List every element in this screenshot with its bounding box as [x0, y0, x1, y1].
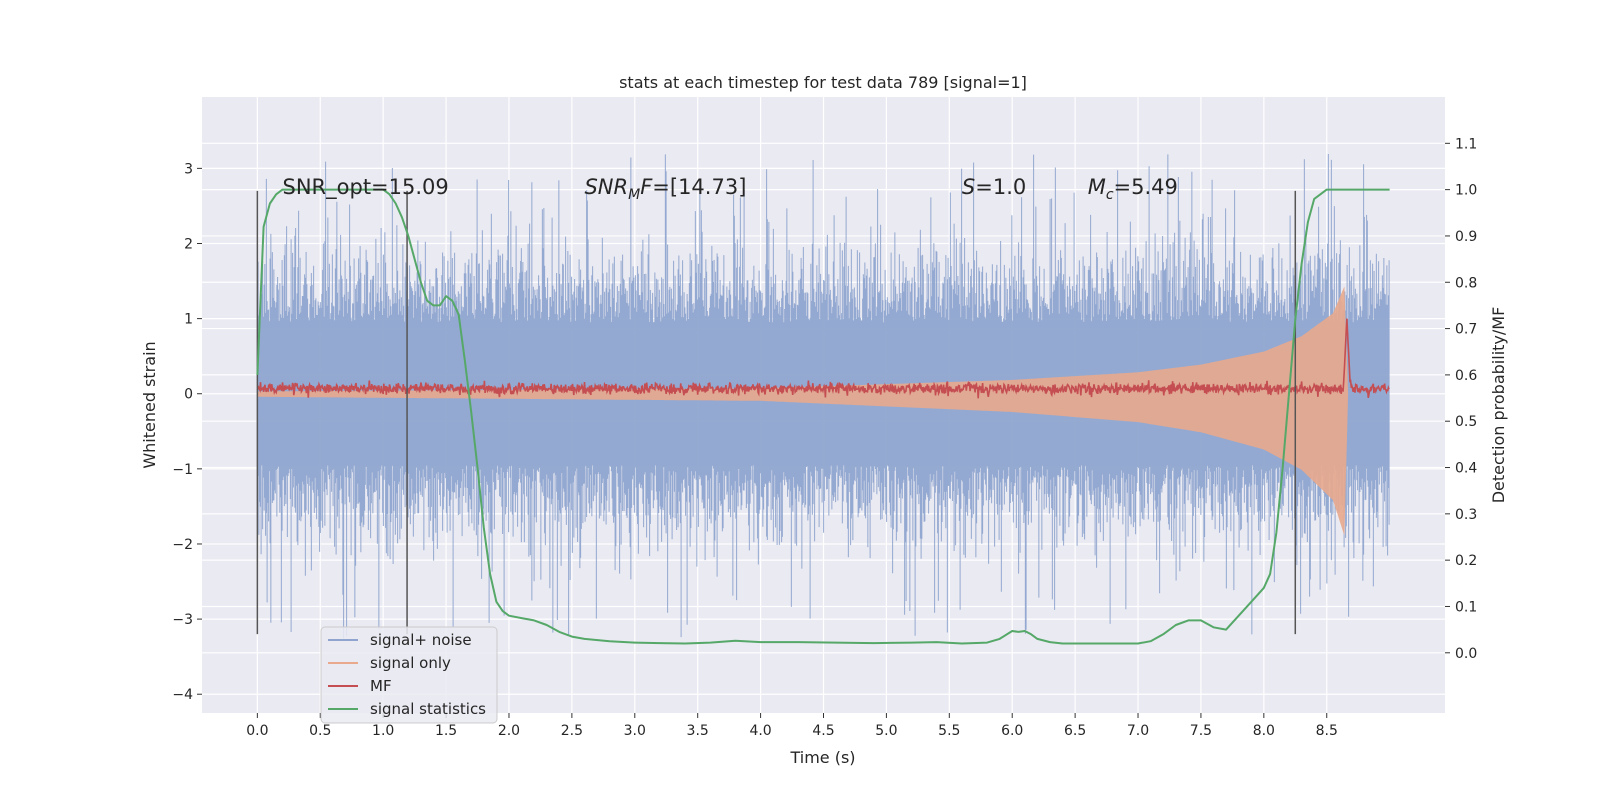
signal-only-envelope — [257, 286, 1349, 536]
legend-label-signal-noise: signal+ noise — [370, 631, 472, 649]
y-tick-label-right: 1.0 — [1455, 183, 1477, 199]
x-tick-label: 6.0 — [1001, 723, 1023, 739]
y-tick-label-right: 0.5 — [1455, 414, 1477, 430]
annotation-text: Mc=5.49 — [1088, 175, 1178, 203]
x-tick-label: 3.5 — [687, 723, 709, 739]
tick-labels: 0.0 0.5 1.0 1.5 2.0 2.5 3.0 3.5 4.0 4.5 5.0 5.5 6.0 6… — [172, 136, 1477, 739]
y-tick-label-left: −4 — [172, 687, 193, 703]
x-tick-label: 1.5 — [435, 723, 457, 739]
x-tick-label: 0.5 — [309, 723, 331, 739]
y-tick-label-right: 0.1 — [1455, 599, 1477, 615]
y-axis-label-right: Detection probability/MF — [1489, 307, 1508, 504]
y-tick-label-left: 2 — [184, 236, 193, 252]
y-tick-label-left: 1 — [184, 312, 193, 328]
x-tick-label: 8.0 — [1253, 723, 1275, 739]
y-tick-label-left: −2 — [172, 537, 193, 553]
legend-label-signal-statistics: signal statistics — [370, 700, 486, 718]
y-tick-label-right: 0.2 — [1455, 553, 1477, 569]
x-axis-label: Time (s) — [789, 748, 855, 767]
signal-statistics-series — [256, 188, 1390, 645]
vertical-markers — [256, 190, 1297, 635]
y-tick-label-right: 0.6 — [1455, 368, 1477, 384]
annotation-text: SNR_opt=15.09 — [283, 175, 449, 200]
chart-title: stats at each timestep for test data 789… — [619, 73, 1027, 92]
x-tick-label: 7.0 — [1127, 723, 1149, 739]
annotation-text: S=1.0 — [962, 175, 1026, 199]
mf-trace — [256, 318, 1390, 399]
x-tick-label: 7.5 — [1190, 723, 1212, 739]
y-tick-label-left: 3 — [184, 161, 193, 177]
y-tick-label-right: 0.7 — [1455, 322, 1477, 338]
legend-box — [320, 626, 498, 724]
x-tick-label: 6.5 — [1064, 723, 1086, 739]
y-tick-label-left: −3 — [172, 612, 193, 628]
x-tick-label: 2.5 — [561, 723, 583, 739]
y-tick-label-right: 0.9 — [1455, 229, 1477, 245]
x-tick-label: 5.5 — [938, 723, 960, 739]
x-tick-label: 5.0 — [875, 723, 897, 739]
signal-only-series — [257, 286, 1349, 536]
y-axis-label-left: Whitened strain — [140, 341, 159, 468]
mf-series — [256, 318, 1390, 399]
y-tick-label-left: 0 — [184, 387, 193, 403]
x-tick-label: 8.5 — [1316, 723, 1338, 739]
y-tick-label-right: 1.1 — [1455, 136, 1477, 152]
y-tick-label-right: 0.4 — [1455, 461, 1477, 477]
x-tick-label: 2.0 — [498, 723, 520, 739]
x-tick-label: 1.0 — [372, 723, 394, 739]
legend-label-mf: MF — [370, 677, 392, 695]
signal-statistics-line — [256, 188, 1390, 645]
annotation-text: SNRMF=[14.73] — [584, 175, 746, 203]
annotations: SNR_opt=15.09 SNRMF=[14.73] S=1.0 Mc=5.49 — [283, 175, 1178, 203]
y-tick-label-right: 0.8 — [1455, 275, 1477, 291]
legend: signal+ noise signal only MF signal stat… — [320, 626, 498, 724]
x-tick-label: 4.0 — [749, 723, 771, 739]
x-tick-label: 0.0 — [246, 723, 268, 739]
x-tick-label: 3.0 — [624, 723, 646, 739]
y-tick-label-left: −1 — [172, 462, 193, 478]
legend-label-signal-only: signal only — [370, 654, 451, 672]
y-tick-label-right: 0.3 — [1455, 507, 1477, 523]
y-tick-label-right: 0.0 — [1455, 646, 1477, 662]
x-tick-label: 4.5 — [812, 723, 834, 739]
